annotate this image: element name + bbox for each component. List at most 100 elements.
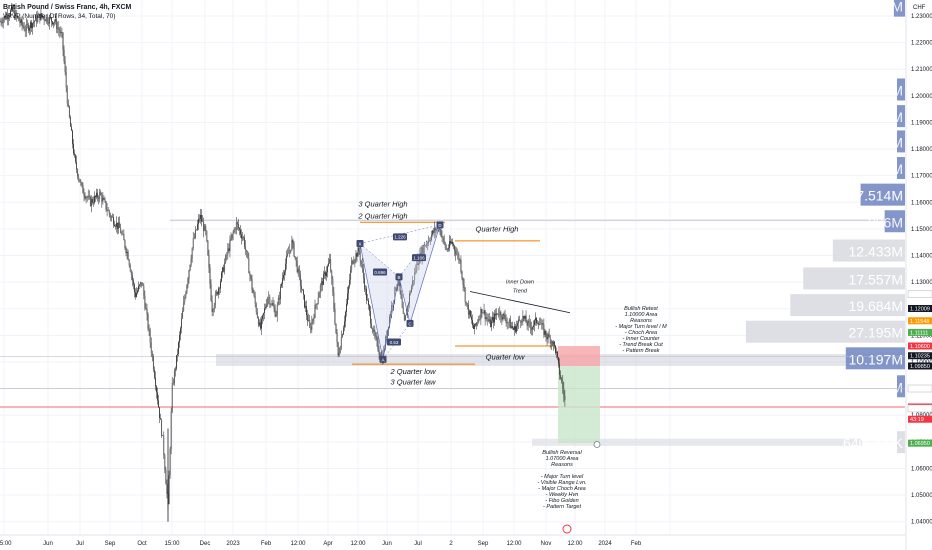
candle-body — [504, 315, 506, 320]
candle-body — [535, 317, 536, 321]
time-tick-label: 12:00 — [290, 541, 306, 547]
annotation-3-quarter-low: 3 Quarter law — [390, 378, 436, 387]
candle-body — [305, 306, 306, 308]
candle-body — [115, 226, 116, 227]
symbol-title[interactable]: British Pound / Swiss Franc, 4h, FXCM — [3, 4, 132, 11]
time-tick-label: Jun — [382, 541, 392, 547]
candle-body — [206, 230, 208, 241]
candle-body — [275, 315, 277, 317]
candle-body — [386, 336, 387, 338]
candle-body — [559, 363, 560, 375]
candle-body — [282, 278, 283, 284]
candle-body — [105, 201, 107, 210]
candle-body — [555, 345, 556, 353]
candle-body — [253, 293, 255, 297]
time-tick-label: 12:00 — [506, 541, 522, 547]
candle-body — [283, 275, 284, 279]
annotation-quarter-low: Quarter low — [486, 352, 525, 361]
candle-body — [99, 192, 101, 199]
candle-body — [433, 230, 434, 233]
price-tags: 1.12551 1.12009 1.11548 1.11111 1.10600 1.102… — [907, 290, 932, 447]
candle-body — [416, 263, 418, 271]
candle-body — [100, 192, 102, 195]
indicator-label[interactable]: VRVP (Number Of Rows, 34, Total, 70) — [3, 13, 115, 20]
candle-body — [560, 374, 562, 379]
candle-body — [323, 273, 324, 285]
price-tick-label: 1.14000 — [911, 254, 932, 260]
candle-body — [375, 335, 377, 338]
pattern-ratio-line — [359, 243, 400, 278]
harmonic-pattern[interactable]: X A B C D 1.226 0.696 1.106 0.53 — [356, 221, 444, 363]
pattern-ratio-marker — [387, 338, 401, 346]
price-tag-label: 1.09850 — [910, 364, 930, 370]
candle-body — [33, 22, 34, 24]
candle-body — [251, 278, 253, 290]
candle-body — [486, 317, 488, 320]
time-tick-label: Sep — [478, 541, 489, 547]
candle-body — [310, 326, 312, 330]
candle-body — [268, 297, 270, 298]
candle-body — [30, 22, 31, 29]
candle-body — [14, 10, 16, 19]
candle-body — [61, 32, 63, 33]
candle-body — [238, 224, 239, 229]
candle-body — [179, 334, 180, 343]
candle-body — [327, 266, 328, 273]
volume-bar-label: 17.557M — [849, 271, 903, 287]
volume-bar — [897, 375, 905, 398]
candle-body — [207, 240, 209, 256]
candle-body — [281, 283, 282, 287]
candle-body — [165, 470, 167, 485]
candle-body — [359, 251, 361, 261]
candle-body — [547, 334, 549, 340]
candle-body — [81, 182, 83, 185]
candle-body — [303, 290, 304, 295]
volume-bar-label: 3M — [884, 134, 903, 150]
volume-bar-label: 5M — [884, 109, 903, 125]
candle-body — [313, 317, 315, 319]
pattern-point-marker — [356, 240, 364, 248]
annotation-bullish-retest-line: 1.10000 Area — [625, 312, 658, 318]
candle-body — [385, 336, 386, 349]
candle-body — [121, 233, 123, 234]
time-axis[interactable]: 15:00 Jun Jul Sep Oct 15:00 Dec 2023 Feb 12:00 Apr… — [0, 534, 905, 550]
candle-body — [63, 49, 65, 62]
candle-body — [335, 323, 337, 333]
candle-body — [204, 225, 206, 231]
candle-body — [379, 354, 381, 358]
candle-body — [434, 228, 436, 233]
price-tag — [907, 384, 932, 393]
candle-body — [514, 326, 515, 330]
annotation-bullish-reversal-line: - Fibo Golden — [545, 498, 578, 504]
candle-body — [349, 279, 350, 287]
candle-body — [25, 23, 27, 32]
currency-label[interactable]: CHF — [913, 5, 926, 11]
candle-body — [340, 336, 342, 348]
time-tick-label: 2023 — [226, 541, 240, 547]
candle-body — [508, 319, 510, 323]
candle-body — [160, 418, 161, 420]
candle-body — [411, 286, 412, 293]
candle-body — [462, 278, 464, 286]
candle-body — [414, 272, 416, 281]
annotation-bullish-reversal-line: Bullish Reversal — [542, 450, 582, 456]
candle-body — [487, 319, 489, 322]
candle-body — [556, 351, 557, 353]
price-tick-label: 1.18000 — [911, 147, 932, 153]
candle-body — [20, 19, 22, 23]
candle-body — [4, 16, 6, 20]
candle-body — [106, 209, 108, 211]
candle-body — [314, 304, 316, 318]
candle-body — [500, 311, 502, 318]
candle-body — [135, 292, 136, 297]
candle-body — [168, 475, 170, 505]
time-tick-label: Feb — [631, 541, 642, 547]
candle-body — [57, 27, 59, 29]
candle-body — [491, 320, 492, 328]
long-position-box[interactable] — [558, 346, 601, 448]
volume-bar — [845, 347, 905, 370]
price-axis[interactable]: 1.23000 1.22000 1.21000 1.20000 1.19000 1.180… — [905, 0, 932, 550]
candle-body — [355, 253, 357, 261]
candle-body — [47, 22, 49, 24]
